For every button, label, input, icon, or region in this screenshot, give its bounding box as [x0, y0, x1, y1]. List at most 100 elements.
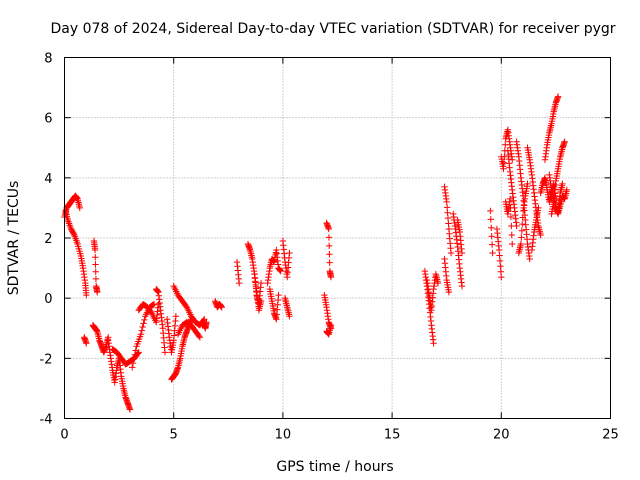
data-point	[275, 291, 282, 299]
data-point	[519, 220, 526, 228]
data-point	[139, 323, 146, 331]
x-axis-label: GPS time / hours	[276, 459, 393, 475]
data-point	[92, 261, 99, 268]
data-point	[326, 251, 333, 258]
data-point	[434, 279, 442, 287]
data-point	[132, 347, 139, 354]
data-point	[500, 165, 507, 173]
data-point	[129, 364, 136, 371]
data-point	[526, 255, 533, 263]
y-tick-label: -2	[40, 352, 53, 367]
data-point	[92, 268, 99, 275]
data-point	[325, 234, 333, 241]
data-point	[554, 93, 562, 100]
data-point	[137, 331, 145, 338]
data-point	[91, 246, 99, 254]
y-axis-label: SDTVAR / TECUs	[6, 181, 22, 296]
data-point	[257, 279, 265, 287]
data-point	[92, 254, 99, 261]
x-tick-label: 10	[275, 428, 292, 443]
data-point	[497, 268, 505, 275]
data-point	[458, 282, 466, 290]
data-point	[498, 273, 505, 281]
data-point	[161, 349, 169, 356]
data-point	[535, 204, 542, 212]
data-point	[488, 224, 495, 231]
data-point	[508, 231, 515, 239]
data-point	[561, 138, 568, 145]
y-tick-label: 2	[44, 232, 52, 247]
data-point	[497, 263, 504, 270]
data-point	[94, 288, 101, 296]
data-point	[218, 303, 225, 311]
data-point	[129, 359, 137, 367]
data-point	[495, 246, 503, 254]
y-tick-label: -4	[40, 413, 53, 428]
data-point	[445, 220, 452, 227]
data-point	[195, 332, 203, 340]
y-axis-ticks: -4 -2 0 2 4 6 8	[40, 52, 611, 428]
data-point	[518, 234, 525, 241]
data-point	[458, 249, 466, 257]
data-point	[443, 198, 450, 206]
data-point	[509, 240, 516, 248]
data-point	[83, 340, 90, 347]
x-tick-label: 20	[493, 428, 510, 443]
chart-title: Day 078 of 2024, Sidereal Day-to-day VTE…	[50, 21, 615, 37]
data-point	[203, 319, 210, 326]
data-point	[563, 186, 571, 194]
data-point	[537, 231, 544, 239]
data-point	[286, 249, 293, 257]
data-point	[92, 275, 100, 283]
data-point	[140, 320, 147, 327]
data-point	[326, 259, 333, 266]
data-point	[496, 252, 503, 259]
data-point	[70, 230, 77, 237]
data-point	[138, 327, 146, 334]
data-point	[430, 340, 437, 347]
data-point	[236, 279, 243, 287]
data-point	[487, 216, 495, 223]
data-point	[83, 291, 90, 299]
y-tick-label: 4	[44, 172, 52, 187]
x-tick-label: 25	[602, 428, 619, 443]
data-point	[444, 209, 451, 216]
data-point	[487, 207, 494, 215]
data-point	[172, 313, 180, 320]
x-tick-label: 15	[384, 428, 401, 443]
data-point	[277, 267, 284, 275]
data-point	[488, 232, 495, 240]
data-point	[500, 159, 508, 166]
data-point	[325, 225, 332, 233]
x-tick-label: 0	[60, 428, 68, 443]
data-point	[141, 316, 148, 324]
y-tick-label: 0	[44, 292, 52, 307]
data-point	[327, 273, 335, 281]
data-point	[445, 288, 453, 296]
x-tick-label: 5	[170, 428, 178, 443]
grid-lines	[64, 57, 611, 419]
data-point	[509, 156, 516, 163]
data-point	[496, 257, 504, 265]
data-point	[447, 249, 455, 257]
data-point	[519, 214, 526, 221]
data-point	[517, 240, 525, 248]
data-point	[524, 180, 531, 188]
data-points	[61, 93, 571, 413]
data-point	[130, 355, 138, 363]
data-point	[443, 204, 451, 211]
data-point	[513, 222, 520, 230]
data-point	[286, 313, 293, 320]
y-tick-label: 6	[44, 112, 52, 127]
data-point	[518, 227, 526, 234]
x-axis-ticks: 0 5 10 15 20 25	[60, 57, 619, 443]
data-point	[507, 213, 515, 221]
data-point	[131, 351, 139, 358]
data-point	[559, 180, 566, 188]
data-point	[149, 301, 157, 308]
data-point	[196, 334, 204, 341]
data-point	[76, 204, 83, 212]
data-point	[126, 406, 134, 413]
